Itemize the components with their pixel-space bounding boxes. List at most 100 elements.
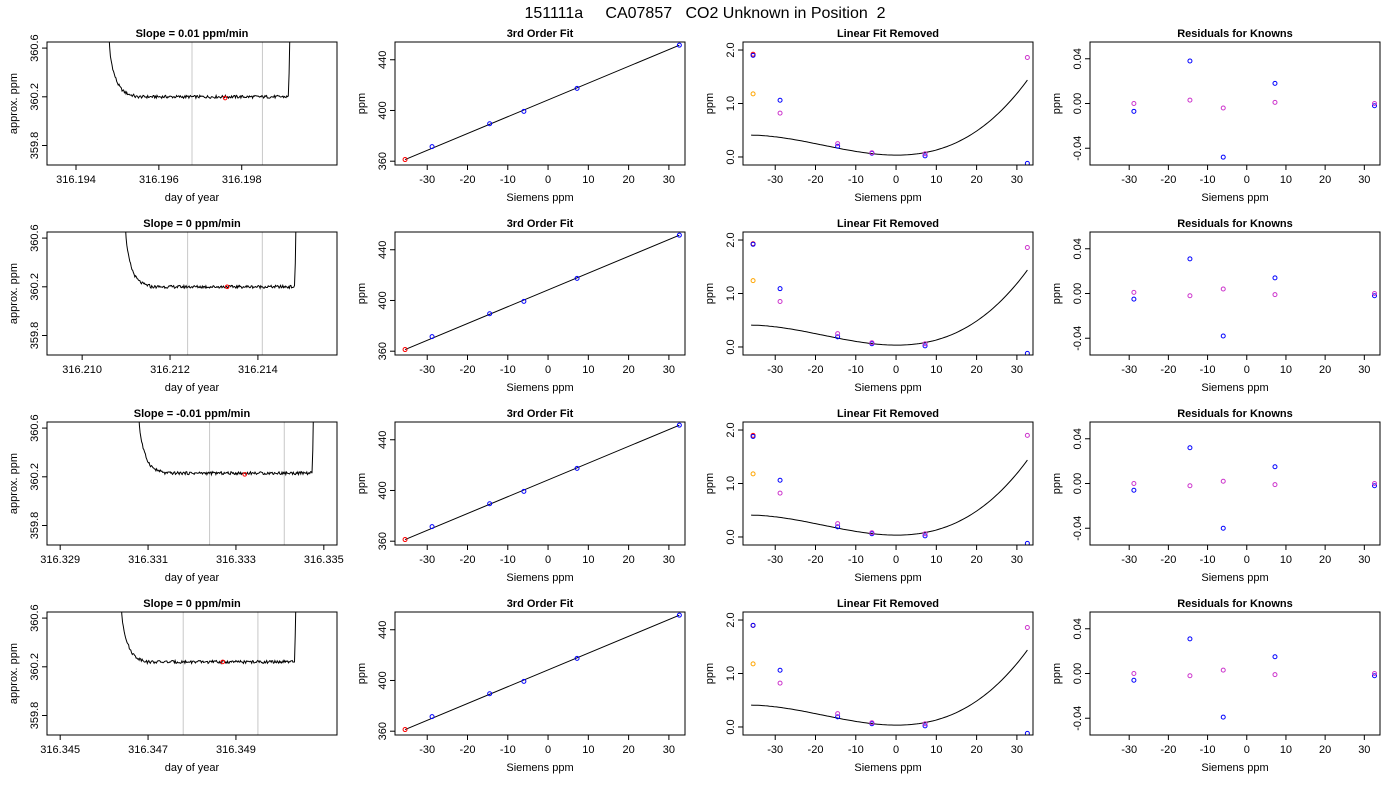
x-tick-label: 0 [893,554,899,566]
data-point [1272,275,1278,281]
x-tick-label: 20 [622,174,634,186]
panel-r4-c2: 3rd Order Fit -30 -20 -10 0 10 20 30 360 400 440 Si… [356,598,686,774]
x-tick-label: 0 [545,364,551,376]
y-axis-label: ppm [356,663,368,684]
data-point [869,150,875,156]
data-point [676,422,682,428]
plot-area [1131,445,1378,531]
x-tick-label: 316.345 [40,744,80,756]
x-tick-label: 30 [1358,174,1370,186]
data-point [1372,481,1378,486]
x-axis-label: Siemens ppm [1201,762,1268,774]
data-point [1024,730,1030,735]
data-point [835,524,841,530]
x-tick-label: -30 [419,174,435,186]
data-point [922,153,928,159]
panel-r2-c2: 3rd Order Fit -30 -20 -10 0 10 20 30 360 400 440 Si… [356,218,686,394]
data-point [1372,103,1378,109]
x-tick-label: -10 [500,364,516,376]
x-tick-label: 0 [893,364,899,376]
data-point [835,334,841,340]
panel-frame [394,41,686,166]
y-axis-label: ppm [1051,283,1063,304]
y-tick-label: -0.04 [1072,706,1084,731]
data-point [402,157,408,163]
data-point [922,721,928,727]
data-point [521,108,527,114]
x-tick-label: 20 [1319,744,1331,756]
data-point [750,661,756,667]
data-point [1131,108,1137,114]
panel-title: 3rd Order Fit [507,28,574,40]
y-tick-label: 2.0 [725,612,737,627]
panel-title: Linear Fit Removed [837,28,939,40]
panel-title: Slope = -0.01 ppm/min [134,408,251,420]
x-tick-label: -10 [848,554,864,566]
y-tick-label: 0.04 [1072,238,1084,259]
x-tick-label: -20 [808,744,824,756]
data-point [1131,671,1137,676]
mean-point [242,472,248,477]
x-tick-label: 30 [663,364,675,376]
x-tick-label: -30 [767,554,783,566]
plot-area [750,622,1030,735]
x-tick-label: 10 [582,554,594,566]
panel-title: Linear Fit Removed [837,408,939,420]
x-tick-label: -10 [1200,554,1216,566]
x-tick-label: -30 [1121,744,1137,756]
x-tick-label: -10 [848,364,864,376]
x-tick-label: 30 [1011,174,1023,186]
data-point [1187,293,1193,299]
x-tick-label: -20 [808,174,824,186]
x-tick-label: -20 [1160,744,1176,756]
x-tick-label: 10 [930,174,942,186]
data-point [922,723,928,729]
plot-area [138,422,314,545]
panel-r1-c4: Residuals for Knowns -30 -20 -10 0 10 20 30 -0.0… [1051,28,1381,204]
x-tick-label: -20 [1160,554,1176,566]
y-tick-label: 0.0 [725,719,737,734]
x-tick-label: 20 [622,744,634,756]
x-tick-label: 20 [622,364,634,376]
x-tick-label: 316.194 [56,174,96,186]
x-tick-label: 0 [1244,364,1250,376]
fit-line [404,234,680,351]
y-tick-label: 0.04 [1072,48,1084,69]
x-tick-label: -30 [419,744,435,756]
fit-line [404,614,680,731]
panel-title: Linear Fit Removed [837,598,939,610]
x-tick-label: 20 [970,364,982,376]
y-tick-label: 2.0 [725,422,737,437]
data-point [777,97,783,103]
y-tick-label: 360 [377,722,389,740]
y-axis-label: approx. ppm [8,453,20,514]
y-axis-label: ppm [704,663,716,684]
x-tick-label: 30 [1011,364,1023,376]
data-point [402,347,408,353]
data-point [429,334,435,340]
panel-frame [46,231,338,356]
x-tick-label: 316.212 [150,364,190,376]
y-tick-label: 400 [377,481,389,499]
x-axis-label: Siemens ppm [506,572,573,584]
plot-area [750,51,1030,165]
y-tick-label: 360.6 [29,224,41,252]
x-tick-label: 316.335 [304,554,344,566]
data-point [835,143,841,149]
y-tick-label: 0.00 [1072,473,1084,494]
y-tick-label: 400 [377,671,389,689]
panel-frame [742,611,1034,736]
data-point [487,311,493,317]
data-point [429,524,435,530]
x-tick-label: 0 [545,174,551,186]
data-point [521,298,527,304]
y-tick-label: 0.00 [1072,663,1084,684]
figure-title: 151111a CA07857 CO2 Unknown in Position … [524,5,885,22]
data-point [1131,677,1137,683]
x-tick-label: 10 [582,744,594,756]
x-tick-label: -20 [808,364,824,376]
y-tick-label: 0.04 [1072,428,1084,449]
x-tick-label: 316.198 [222,174,262,186]
panel-r4-c4: Residuals for Knowns -30 -20 -10 0 10 20 30 -0.0… [1051,598,1381,774]
